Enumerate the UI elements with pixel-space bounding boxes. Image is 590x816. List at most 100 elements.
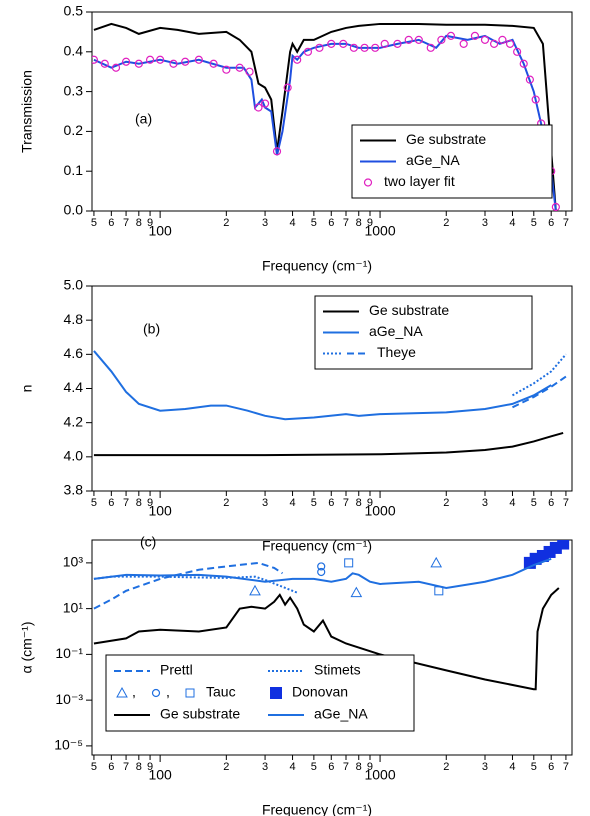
x-tick-label: 1000 [364, 767, 395, 783]
legend-label: Ge substrate [369, 302, 449, 318]
data-line [512, 375, 567, 409]
panel-annotation: (c) [140, 534, 156, 550]
marker [260, 99, 270, 108]
y-tick-label: 3.8 [64, 482, 84, 498]
marker [92, 55, 99, 64]
x-tick-label: 6 [548, 217, 554, 229]
x-tick-label: 5 [91, 761, 97, 773]
x-tick-label: 4 [289, 761, 295, 773]
marker [156, 55, 165, 64]
x-tick-label: 100 [148, 767, 172, 783]
x-tick-label: 7 [563, 497, 569, 509]
x-tick-label: 7 [343, 497, 349, 509]
x-tick-label: 6 [108, 497, 114, 509]
x-tick-label: 100 [148, 503, 172, 519]
y-tick-label: 0.1 [64, 162, 84, 178]
marker [134, 59, 143, 68]
marker [283, 83, 292, 92]
marker [393, 39, 402, 48]
legend-label: Donovan [292, 684, 348, 700]
marker [430, 556, 443, 568]
x-axis-label: Frequency (cm⁻¹) [262, 538, 372, 554]
marker [121, 57, 131, 66]
legend-label: Stimets [314, 662, 361, 678]
plot-area [93, 350, 567, 457]
marker [317, 567, 326, 577]
x-tick-label: 8 [356, 761, 362, 773]
x-tick-label: 3 [482, 761, 488, 773]
legend-marker [363, 178, 373, 187]
y-tick-label: 10¹ [63, 599, 84, 615]
x-tick-label: 6 [548, 761, 554, 773]
legend-marker [116, 686, 128, 698]
marker [254, 103, 263, 112]
marker [531, 95, 540, 104]
legend-label: Theye [377, 344, 416, 360]
marker [380, 39, 389, 48]
marker [222, 65, 231, 74]
x-tick-label: 5 [531, 217, 537, 229]
y-tick-label: 0.0 [64, 202, 84, 218]
marker [557, 540, 570, 550]
x-tick-label: 5 [531, 761, 537, 773]
marker [498, 35, 507, 44]
marker [551, 202, 560, 211]
x-tick-label: 7 [343, 761, 349, 773]
x-tick-label: 3 [262, 217, 268, 229]
x-tick-label: 3 [482, 497, 488, 509]
legend-label: Ge substrate [160, 706, 240, 722]
data-line [93, 557, 552, 589]
x-axis-label: Frequency (cm⁻¹) [262, 802, 372, 816]
x-tick-label: 8 [136, 217, 142, 229]
x-tick-label: 3 [262, 497, 268, 509]
x-tick-label: 3 [482, 217, 488, 229]
marker [145, 55, 155, 64]
y-tick-label: 5.0 [64, 277, 84, 293]
x-tick-label: 5 [91, 497, 97, 509]
x-tick-label: 4 [509, 217, 515, 229]
marker [437, 35, 446, 44]
x-tick-label: 2 [443, 761, 449, 773]
legend-separator: , [132, 684, 136, 700]
x-tick-label: 7 [563, 217, 569, 229]
marker [350, 586, 363, 598]
legend-box [105, 654, 415, 732]
x-tick-label: 8 [136, 761, 142, 773]
legend-marker [270, 687, 282, 699]
x-tick-label: 4 [289, 217, 295, 229]
marker [513, 47, 522, 56]
marker [272, 147, 282, 156]
x-tick-label: 5 [311, 497, 317, 509]
x-tick-label: 6 [108, 761, 114, 773]
x-tick-label: 3 [262, 761, 268, 773]
x-tick-label: 9 [147, 497, 153, 509]
marker [360, 43, 369, 52]
y-tick-label: 4.2 [64, 413, 84, 429]
data-line [93, 431, 564, 457]
x-tick-label: 5 [311, 217, 317, 229]
x-tick-label: 2 [443, 217, 449, 229]
x-tick-label: 4 [509, 497, 515, 509]
x-tick-label: 9 [367, 497, 373, 509]
marker [470, 31, 480, 40]
marker [434, 586, 444, 596]
legend-label: aGe_NA [314, 706, 368, 722]
marker [327, 39, 336, 48]
x-tick-label: 7 [123, 217, 129, 229]
marker [446, 31, 456, 40]
x-tick-label: 5 [91, 217, 97, 229]
x-tick-label: 7 [123, 761, 129, 773]
plot-area [92, 22, 560, 211]
marker [480, 35, 490, 44]
marker [100, 59, 109, 68]
marker [489, 39, 499, 48]
marker [505, 39, 515, 48]
x-axis-label: Frequency (cm⁻¹) [262, 258, 372, 274]
marker [209, 59, 218, 68]
marker [317, 562, 326, 571]
x-tick-label: 8 [356, 217, 362, 229]
marker [414, 35, 423, 44]
x-tick-label: 8 [136, 497, 142, 509]
x-tick-label: 6 [108, 217, 114, 229]
